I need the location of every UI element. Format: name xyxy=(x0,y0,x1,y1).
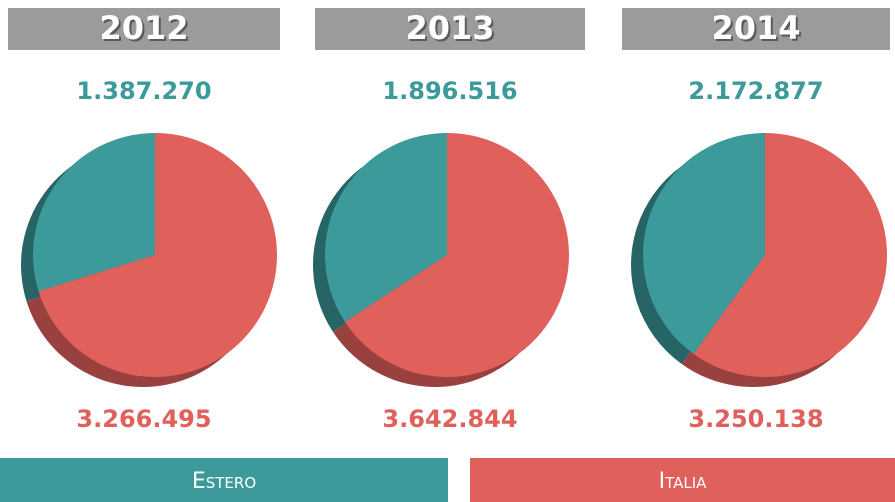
value-label: 2.172.877 xyxy=(688,77,823,105)
legend-swatch xyxy=(470,458,895,502)
value-label: 3.642.844 xyxy=(382,405,517,433)
pie-title: 2012 xyxy=(99,9,188,47)
pie-title: 2014 xyxy=(713,11,802,49)
pie-title: 2012 xyxy=(101,11,190,49)
slice xyxy=(642,133,765,355)
legend-label: Estero xyxy=(192,469,256,494)
slice xyxy=(324,133,447,322)
pie-title: 2014 xyxy=(711,9,800,47)
value-label: 1.387.270 xyxy=(76,77,211,105)
title-bar xyxy=(315,8,585,50)
value-label: 1.896.516 xyxy=(382,77,517,105)
value-label: 3.266.495 xyxy=(76,405,211,433)
title-bar xyxy=(8,8,280,50)
title-bar xyxy=(622,8,890,50)
legend-label: Italia xyxy=(659,469,708,494)
legend-swatch xyxy=(0,458,448,502)
value-label: 3.250.138 xyxy=(688,405,823,433)
slice xyxy=(32,133,155,292)
pie-title: 2013 xyxy=(407,11,496,49)
slice xyxy=(344,133,569,377)
slice xyxy=(693,133,887,377)
slice xyxy=(38,133,278,377)
pie-title: 2013 xyxy=(405,9,494,47)
